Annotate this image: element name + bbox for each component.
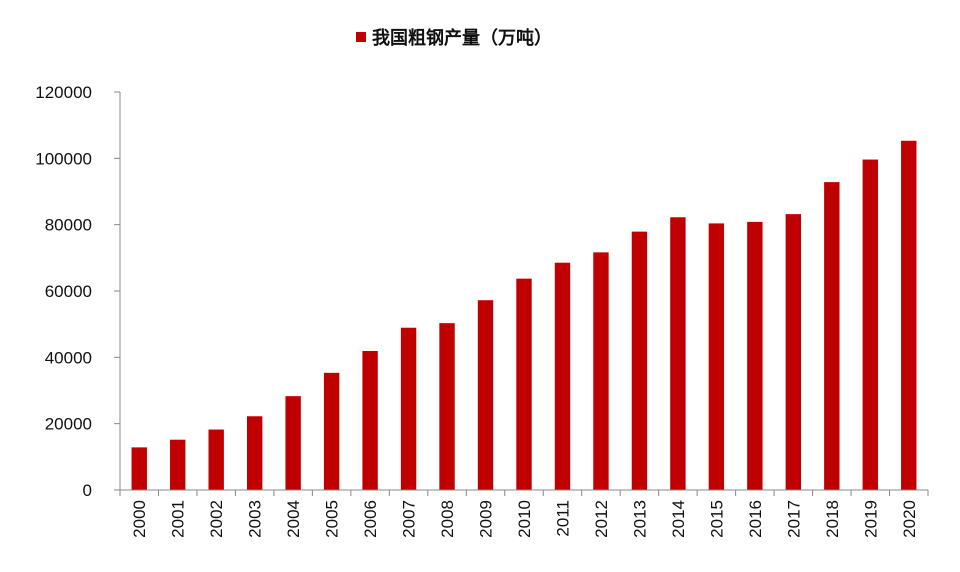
x-tick-label: 2004 — [284, 500, 303, 538]
bars — [131, 140, 917, 491]
x-tick-label: 2006 — [361, 500, 380, 538]
bar-2001 — [170, 439, 186, 490]
x-tick-label: 2014 — [669, 500, 688, 538]
bar-2011 — [554, 262, 571, 490]
x-tick-label: 2011 — [553, 500, 572, 537]
bar-2014 — [670, 217, 686, 490]
y-tick-label: 20000 — [45, 415, 92, 434]
bar-2000 — [131, 447, 147, 490]
bar-2008 — [439, 323, 455, 490]
bar-2012 — [593, 252, 609, 490]
legend-swatch — [356, 32, 366, 42]
x-tick-label: 2015 — [707, 500, 726, 538]
bar-2015 — [708, 223, 725, 491]
bar-2005 — [323, 372, 340, 490]
x-tick-label: 2013 — [630, 500, 649, 538]
x-tick-label: 2016 — [746, 500, 765, 538]
bar-2018 — [824, 182, 840, 490]
x-tick-label: 2000 — [130, 500, 149, 538]
x-tick-label: 2003 — [246, 500, 265, 538]
bar-2017 — [785, 214, 802, 490]
x-tick-label: 2012 — [592, 500, 611, 538]
x-tick-label: 2019 — [861, 500, 880, 538]
bar-2006 — [362, 350, 378, 490]
bar-2009 — [477, 300, 494, 490]
x-tick-label: 2007 — [400, 500, 419, 538]
x-axis: 2000 2001 2002 2003 2004 2005 2006 2007 2008 2009… — [119, 489, 929, 538]
legend-label: 我国粗钢产量（万吨） — [372, 28, 552, 49]
x-tick-label: 2018 — [823, 500, 842, 538]
x-tick-label: 2008 — [438, 500, 457, 538]
bar-2019 — [862, 159, 878, 490]
y-tick-label: 0 — [83, 481, 92, 500]
bar-2010 — [516, 278, 532, 490]
x-tick-label: 2010 — [515, 500, 534, 538]
x-tick-label: 2009 — [477, 500, 496, 538]
y-tick-label: 120000 — [35, 83, 92, 102]
y-tick-label: 40000 — [45, 348, 92, 367]
bar-2016 — [747, 221, 763, 490]
y-tick-label: 80000 — [45, 216, 92, 235]
bar-2020 — [901, 140, 917, 490]
x-tick-label: 2017 — [784, 500, 803, 538]
x-tick-label: 2005 — [323, 500, 342, 538]
bar-2002 — [208, 429, 224, 490]
x-tick-label: 2020 — [900, 500, 919, 538]
y-tick-label: 100000 — [35, 149, 92, 168]
y-tick-label: 60000 — [45, 282, 92, 301]
x-tick-label: 2002 — [207, 500, 226, 538]
legend: 我国粗钢产量（万吨） — [356, 24, 552, 50]
x-tick-label: 2001 — [169, 500, 188, 538]
bar-2003 — [246, 416, 263, 490]
y-axis: 0 20000 40000 60000 80000 100000 120000 — [35, 83, 121, 500]
bar-2004 — [285, 396, 301, 490]
bar-2013 — [631, 231, 648, 490]
bar-2007 — [400, 327, 417, 490]
